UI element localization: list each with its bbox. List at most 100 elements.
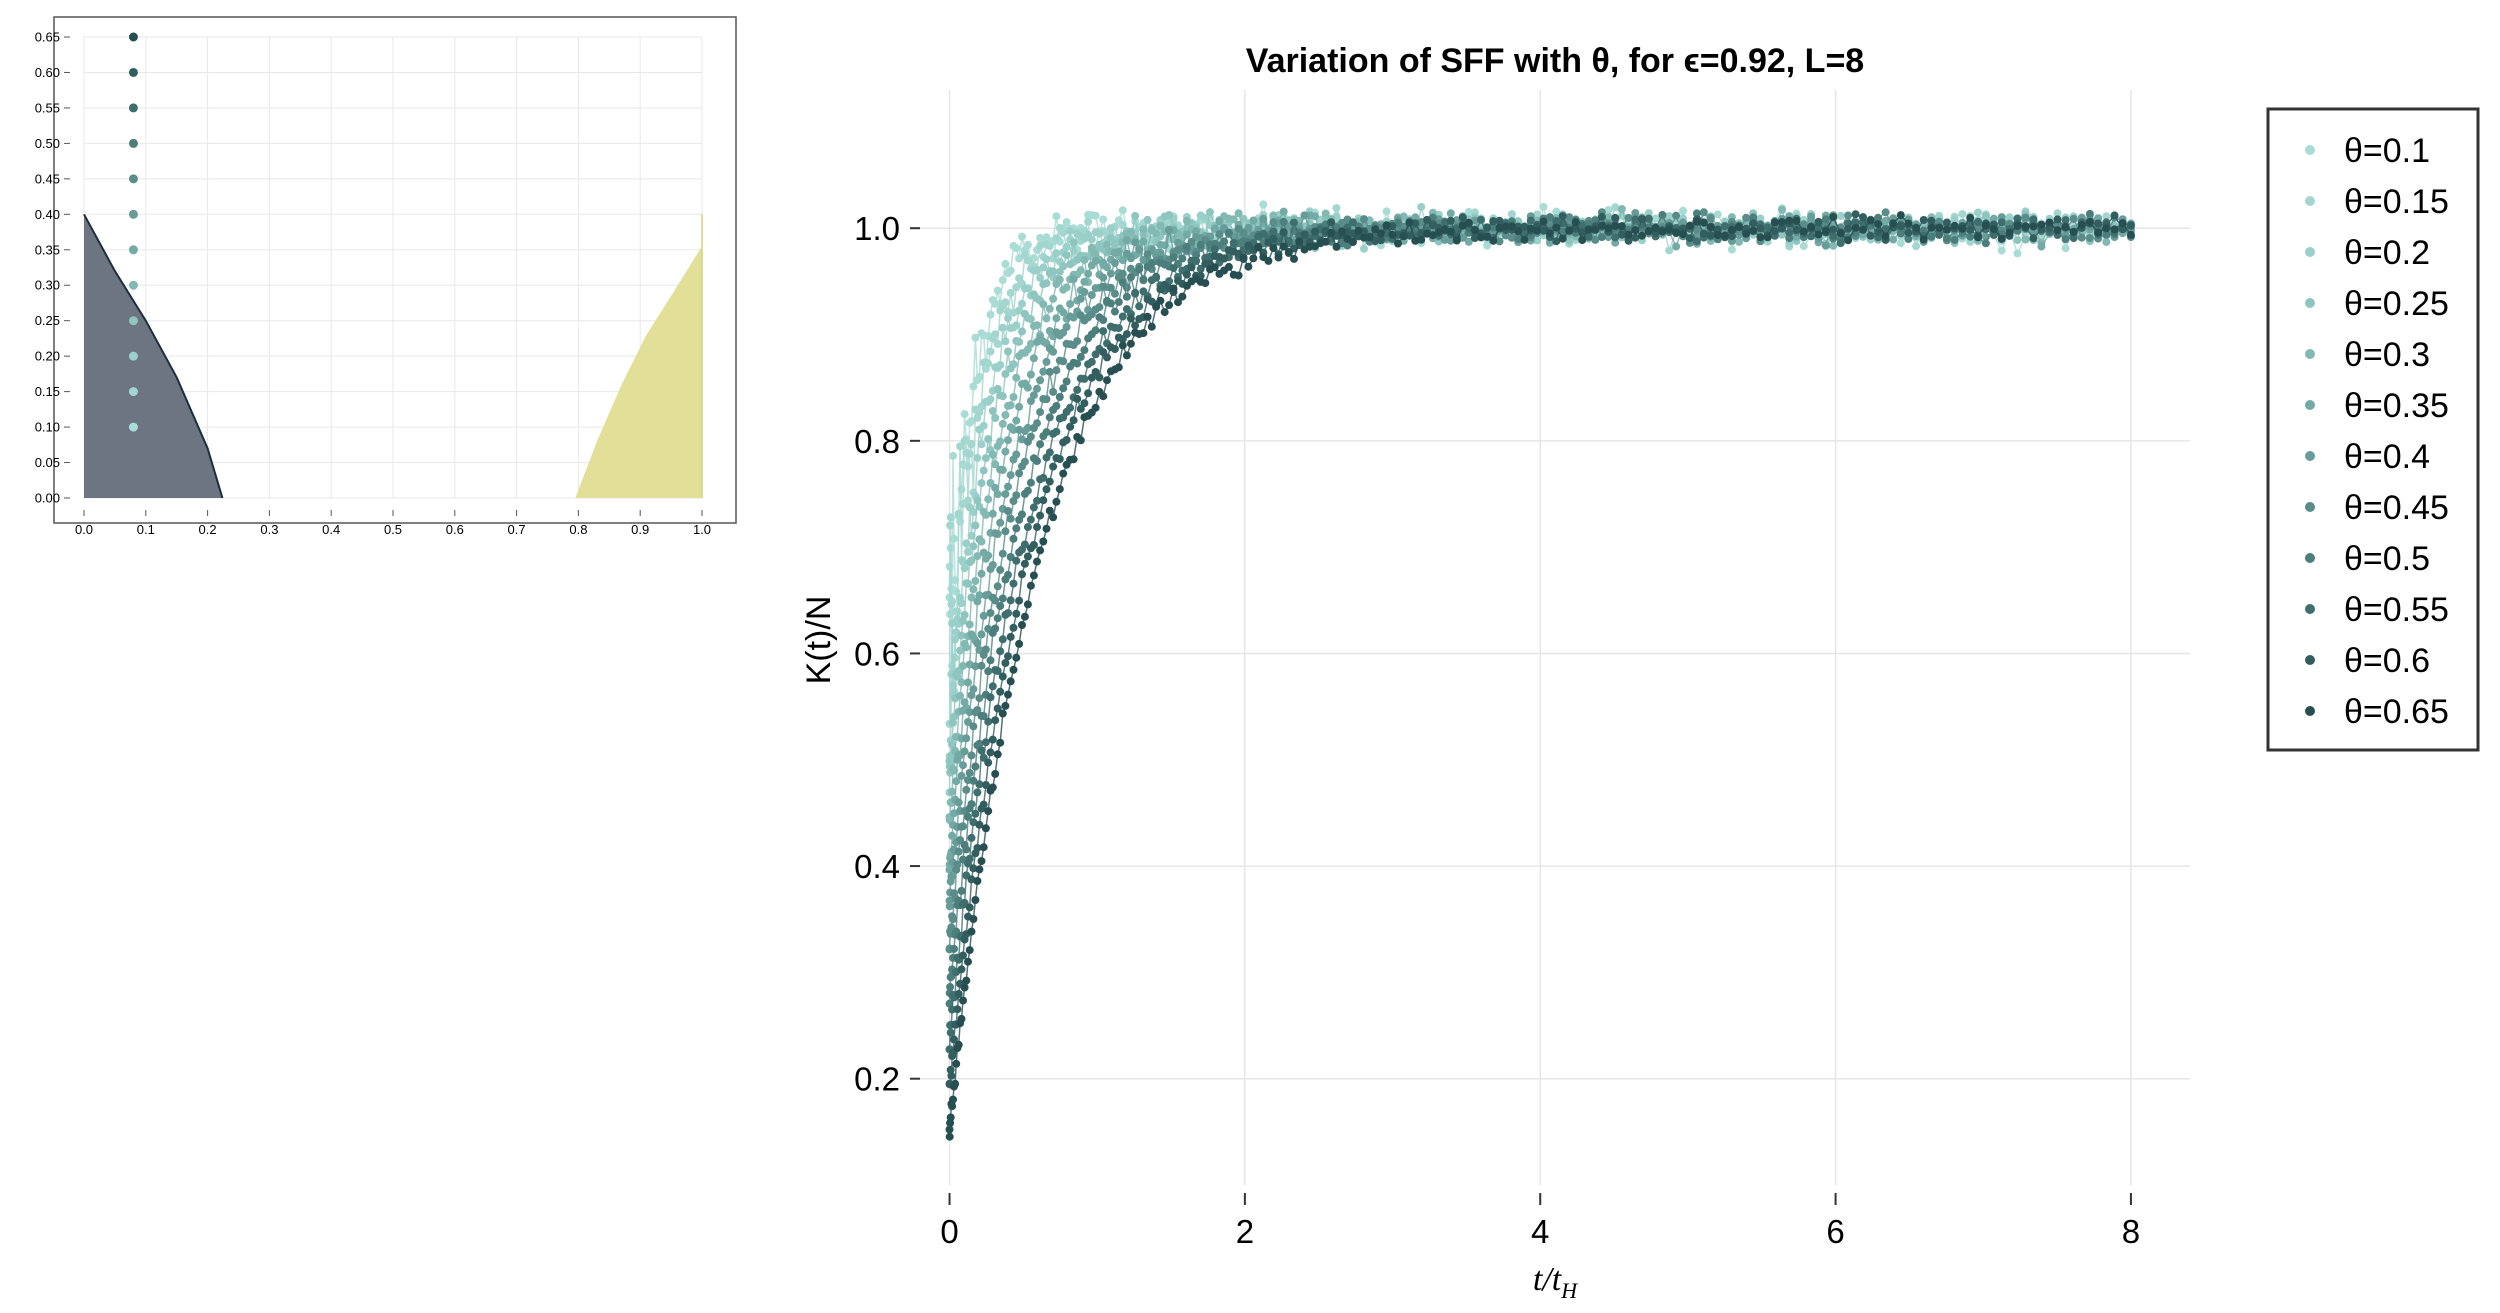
data-point — [1036, 440, 1045, 449]
data-point — [984, 758, 993, 767]
data-point — [1015, 639, 1024, 648]
inset-point — [128, 387, 138, 397]
data-point — [1539, 202, 1548, 211]
data-point — [951, 576, 960, 585]
data-point — [1106, 283, 1115, 292]
data-point — [1578, 236, 1587, 245]
data-point — [1989, 214, 1998, 223]
data-point — [1023, 256, 1032, 265]
legend-label: θ=0.3 — [2344, 336, 2430, 374]
data-point — [1049, 387, 1058, 396]
data-point — [993, 339, 1002, 348]
data-point — [1874, 213, 1883, 222]
data-point — [1135, 302, 1144, 311]
data-point — [984, 667, 993, 676]
data-point — [1026, 397, 1035, 406]
data-point — [1785, 234, 1794, 243]
main-y-ticks: 0.2 0.4 0.6 0.8 1.0 — [854, 210, 920, 1098]
data-point — [1006, 401, 1015, 410]
data-point — [1565, 226, 1574, 235]
data-point — [1080, 374, 1089, 383]
data-point — [1091, 257, 1100, 265]
data-point — [1644, 227, 1653, 236]
inset-y-tick-label: 0.30 — [35, 278, 60, 293]
data-point — [993, 490, 1002, 499]
data-point — [1720, 222, 1729, 231]
data-point — [1617, 205, 1626, 213]
data-point — [1713, 210, 1722, 219]
data-point — [1489, 217, 1498, 226]
data-point — [2029, 234, 2038, 243]
data-point — [1672, 211, 1681, 220]
data-point — [1631, 209, 1640, 217]
data-point — [1244, 262, 1253, 271]
inset-chart: 0.0 0.1 0.2 0.3 0.4 0.5 0.6 0.7 0.8 0.9 1.0 0.000.… — [35, 16, 737, 537]
data-point — [1912, 223, 1921, 232]
data-point — [1026, 478, 1035, 487]
data-point — [996, 647, 1005, 656]
data-point — [967, 440, 976, 448]
data-point — [988, 735, 997, 744]
main-x-axis-label: t/tH — [1533, 1261, 1578, 1303]
data-point — [1095, 229, 1104, 238]
data-point — [959, 822, 967, 831]
data-point — [1974, 233, 1982, 242]
inset-y-tick-label: 0.45 — [35, 171, 60, 186]
data-point — [1099, 392, 1108, 401]
data-point — [954, 798, 963, 807]
data-point — [1259, 214, 1268, 223]
data-point — [1458, 221, 1467, 230]
data-point — [1394, 239, 1402, 248]
inset-y-tick-label: 0.05 — [35, 455, 60, 470]
data-point — [964, 547, 972, 556]
data-point — [1881, 232, 1890, 241]
data-point — [1012, 491, 1021, 500]
data-point — [1552, 223, 1561, 232]
data-point — [1365, 233, 1374, 242]
data-point — [1763, 223, 1772, 232]
data-point — [1059, 308, 1068, 317]
data-point — [1483, 241, 1492, 250]
main-chart-title: Variation of SFF with θ, for ϵ=0.92, L=8 — [1246, 42, 1864, 80]
data-point — [1126, 227, 1135, 236]
data-point — [1131, 321, 1140, 330]
data-point — [1874, 227, 1883, 236]
data-point — [962, 734, 971, 743]
data-point — [1533, 236, 1542, 245]
data-point — [1135, 265, 1144, 274]
legend: θ=0.1 θ=0.15 θ=0.2 θ=0.25 θ=0.3 θ=0.35 θ=0.4 θ=… — [2266, 107, 2480, 752]
data-point — [1713, 225, 1722, 234]
data-point — [1360, 244, 1368, 253]
legend-label: θ=0.25 — [2344, 285, 2449, 323]
data-point — [1004, 652, 1012, 661]
data-point — [957, 965, 966, 974]
data-point — [1749, 219, 1758, 228]
inset-x-ticks: 0.0 0.1 0.2 0.3 0.4 0.5 0.6 0.7 0.8 0.9 1.0 — [75, 510, 711, 537]
data-point — [1196, 240, 1205, 249]
data-point — [1001, 337, 1010, 346]
data-point — [1192, 257, 1201, 265]
data-point — [1069, 313, 1078, 322]
data-point — [1477, 215, 1485, 224]
data-point — [1756, 224, 1765, 233]
data-point — [1814, 218, 1823, 227]
data-point — [1844, 224, 1853, 233]
data-point — [1015, 402, 1024, 411]
data-point — [1174, 298, 1182, 307]
data-point — [1558, 227, 1567, 236]
data-point — [1997, 246, 2006, 255]
data-point — [1749, 213, 1758, 222]
data-point — [1692, 237, 1701, 246]
data-point — [945, 1132, 954, 1141]
data-point — [1785, 216, 1794, 225]
data-point — [1279, 242, 1288, 251]
data-point — [954, 1040, 963, 1049]
data-point — [1029, 391, 1038, 400]
data-point — [973, 453, 982, 462]
data-point — [1106, 234, 1115, 243]
data-point — [1055, 455, 1064, 463]
data-point — [1001, 701, 1010, 710]
data-point — [1692, 209, 1701, 218]
data-point — [998, 419, 1007, 428]
data-point — [1495, 216, 1504, 225]
